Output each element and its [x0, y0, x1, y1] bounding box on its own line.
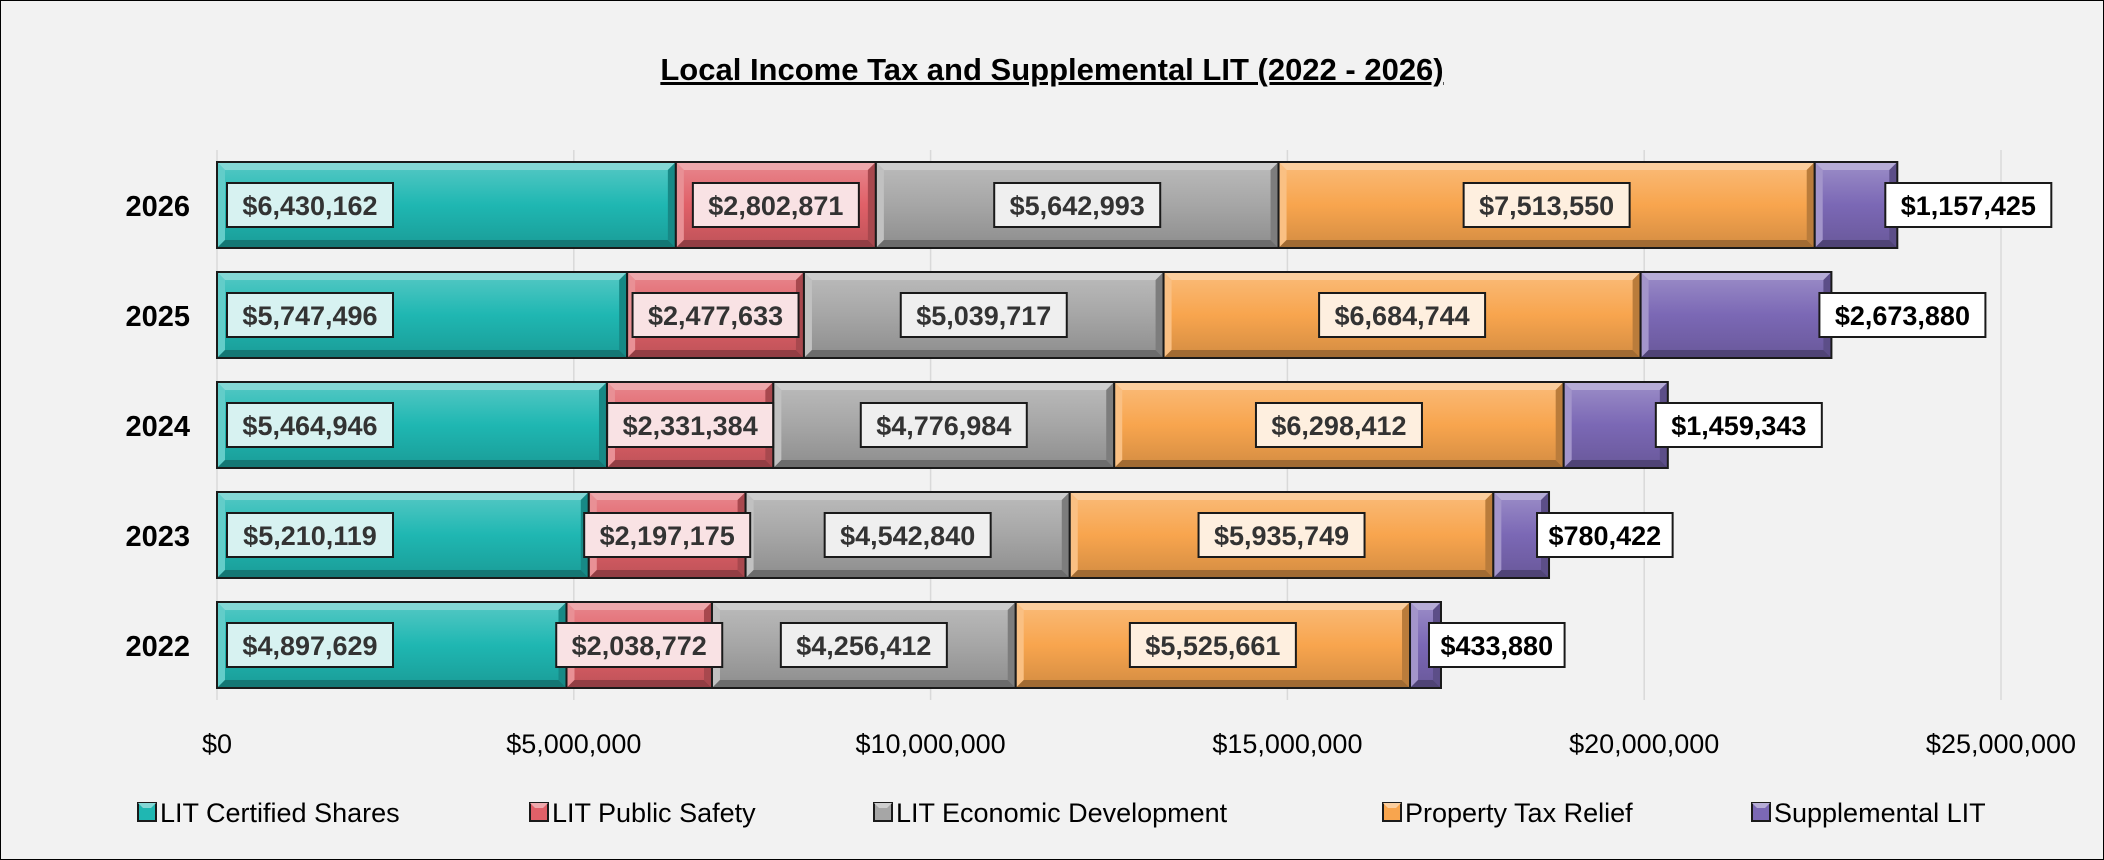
svg-text:$5,525,661: $5,525,661 [1145, 631, 1280, 661]
svg-text:$433,880: $433,880 [1440, 631, 1553, 661]
data-label: $5,464,946 [226, 402, 394, 448]
data-label: $2,197,175 [583, 512, 752, 558]
svg-text:$5,464,946: $5,464,946 [242, 411, 377, 441]
chart-title: Local Income Tax and Supplemental LIT (2… [660, 52, 1444, 87]
svg-text:$4,897,629: $4,897,629 [242, 631, 377, 661]
svg-text:$2,197,175: $2,197,175 [600, 521, 735, 551]
svg-text:$4,256,412: $4,256,412 [796, 631, 931, 661]
legend-item: LIT Public Safety [529, 798, 756, 828]
bar-segment [1562, 381, 1669, 469]
data-label: $7,513,550 [1462, 182, 1631, 228]
data-label: $4,776,984 [859, 402, 1028, 448]
data-label: $6,430,162 [226, 182, 394, 228]
data-label: $1,459,343 [1654, 402, 1823, 448]
data-label: $2,331,384 [606, 402, 775, 448]
data-label: $4,256,412 [779, 622, 948, 668]
data-label: $4,897,629 [226, 622, 394, 668]
svg-text:$780,422: $780,422 [1549, 521, 1662, 551]
svg-text:$2,331,384: $2,331,384 [623, 411, 758, 441]
y-category-label: 2024 [125, 411, 190, 443]
data-label: $5,747,496 [226, 292, 394, 338]
legend-label: Property Tax Relief [1405, 798, 1633, 828]
data-label: $5,642,993 [993, 182, 1162, 228]
legend-label: LIT Public Safety [552, 798, 756, 828]
svg-text:$5,642,993: $5,642,993 [1010, 191, 1145, 221]
svg-text:$1,459,343: $1,459,343 [1671, 411, 1806, 441]
svg-text:$5,747,496: $5,747,496 [242, 301, 377, 331]
x-tick-label: $15,000,000 [1212, 729, 1362, 759]
svg-text:$2,802,871: $2,802,871 [708, 191, 843, 221]
legend-label: LIT Certified Shares [160, 798, 400, 828]
data-label: $5,935,749 [1197, 512, 1366, 558]
x-tick-label: $20,000,000 [1569, 729, 1719, 759]
x-tick-label: $25,000,000 [1926, 729, 2076, 759]
svg-text:$2,673,880: $2,673,880 [1835, 301, 1970, 331]
legend-label: LIT Economic Development [896, 798, 1228, 828]
bar-segment [772, 381, 1116, 469]
legend-item: Property Tax Relief [1382, 798, 1633, 828]
y-category-label: 2022 [125, 631, 190, 663]
legend-item: LIT Certified Shares [137, 798, 400, 828]
data-label: $2,673,880 [1818, 292, 1987, 338]
data-label: $2,038,772 [555, 622, 724, 668]
y-category-label: 2023 [125, 521, 190, 553]
svg-text:$4,776,984: $4,776,984 [876, 411, 1011, 441]
data-label: $4,542,840 [823, 512, 992, 558]
data-label: $433,880 [1427, 622, 1566, 668]
svg-text:$4,542,840: $4,542,840 [840, 521, 975, 551]
legend-label: Supplemental LIT [1774, 798, 1986, 828]
data-label: $780,422 [1536, 512, 1674, 558]
legend-item: LIT Economic Development [873, 798, 1228, 828]
x-tick-label: $5,000,000 [506, 729, 641, 759]
data-label: $6,298,412 [1254, 402, 1423, 448]
y-category-label: 2025 [125, 301, 190, 333]
data-label: $5,525,661 [1128, 622, 1297, 668]
svg-text:$2,038,772: $2,038,772 [572, 631, 707, 661]
svg-text:$5,210,119: $5,210,119 [243, 521, 377, 551]
data-label: $2,477,633 [631, 292, 800, 338]
svg-text:$2,477,633: $2,477,633 [648, 301, 783, 331]
x-tick-label: $10,000,000 [856, 729, 1006, 759]
legend-item: Supplemental LIT [1751, 798, 1986, 828]
svg-text:$6,430,162: $6,430,162 [242, 191, 377, 221]
data-label: $5,039,717 [899, 292, 1068, 338]
data-label: $6,684,744 [1318, 292, 1487, 338]
y-category-label: 2026 [125, 191, 190, 223]
svg-text:$5,935,749: $5,935,749 [1214, 521, 1349, 551]
svg-text:$6,684,744: $6,684,744 [1335, 301, 1470, 331]
data-label: $5,210,119 [226, 512, 394, 558]
bar-segment [1639, 271, 1833, 359]
svg-text:$1,157,425: $1,157,425 [1901, 191, 2036, 221]
bar-segment [1813, 161, 1899, 249]
x-tick-label: $0 [202, 729, 232, 759]
data-label: $2,802,871 [691, 182, 860, 228]
svg-text:$7,513,550: $7,513,550 [1479, 191, 1614, 221]
svg-text:$5,039,717: $5,039,717 [916, 301, 1051, 331]
svg-text:$6,298,412: $6,298,412 [1271, 411, 1406, 441]
data-label: $1,157,425 [1884, 182, 2053, 228]
